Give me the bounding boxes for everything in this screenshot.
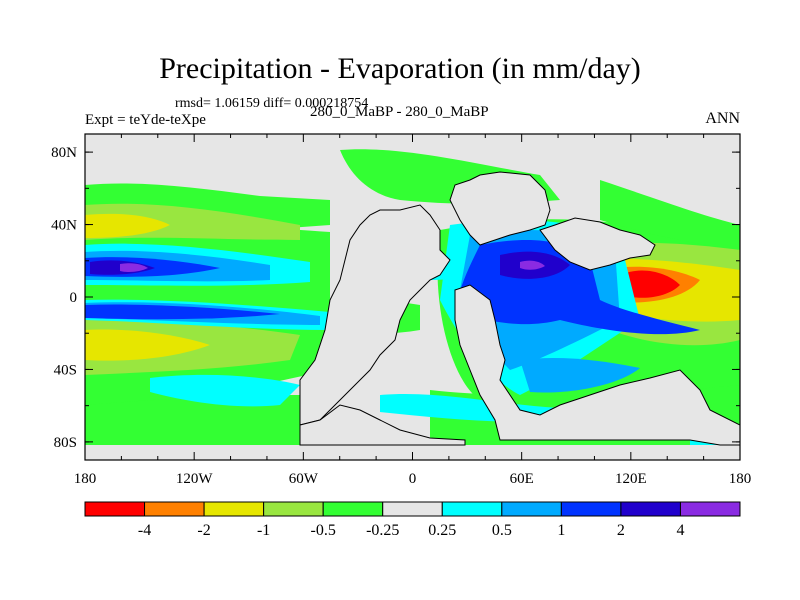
colorbar-label: -0.5 xyxy=(311,522,336,539)
colorbar-label: 0.5 xyxy=(492,522,512,539)
colorbar-swatch xyxy=(679,501,741,517)
y-axis: 80N 40N 0 40S 80S xyxy=(51,145,740,451)
plot-subtitle: 280_0_MaBP - 280_0_MaBP xyxy=(310,104,489,120)
land-americas xyxy=(299,204,451,426)
colorbar-swatch xyxy=(84,501,146,517)
colorbar-label: 0.25 xyxy=(428,522,456,539)
colorbar-label: 1 xyxy=(557,522,565,539)
y-tick-label: 80N xyxy=(51,145,77,161)
contour-green-south-pacific xyxy=(85,395,300,445)
x-tick-label: 180 xyxy=(729,471,752,487)
x-axis: 180 120W 60W 0 60E 120E 180 xyxy=(74,134,752,487)
plot-title: Precipitation - Evaporation (in mm/day) xyxy=(159,52,641,85)
colorbar-label: -4 xyxy=(138,522,151,539)
land-antarctica xyxy=(299,404,466,446)
colorbar-swatch xyxy=(560,501,622,517)
x-tick-label: 180 xyxy=(74,471,97,487)
x-tick-label: 0 xyxy=(409,471,417,487)
y-tick-label: 40N xyxy=(51,218,77,234)
colorbar-swatch xyxy=(203,501,265,517)
colorbar-swatch xyxy=(263,501,324,517)
season-label: ANN xyxy=(705,110,740,127)
x-tick-label: 60W xyxy=(289,471,319,487)
contour-lightblue-south-indian xyxy=(520,357,640,393)
colorbar-swatch xyxy=(382,501,443,517)
colorbar: -4 -2 -1 -0.5 -0.25 0.25 0.5 1 2 4 xyxy=(84,501,741,539)
colorbar-swatch xyxy=(501,501,562,517)
x-tick-label: 120W xyxy=(176,471,214,487)
experiment-label: Expt = teYde-teXpe xyxy=(85,112,206,128)
contour-green-pacific-east xyxy=(600,180,740,250)
y-tick-label: 80S xyxy=(54,435,77,451)
x-tick-label: 60E xyxy=(510,471,534,487)
land-africa xyxy=(454,284,740,446)
y-tick-label: 40S xyxy=(54,362,77,378)
land-eurasia xyxy=(539,217,656,271)
colorbar-label: 2 xyxy=(617,522,625,539)
contour-blue-south-tropics xyxy=(85,304,280,320)
land-north-america xyxy=(449,171,551,246)
colorbar-label: 4 xyxy=(676,522,684,539)
contour-purple-north-pacific xyxy=(120,263,148,272)
contour-purple-indian xyxy=(520,260,545,270)
map-field xyxy=(85,134,740,460)
colorbar-label: -1 xyxy=(257,522,270,539)
colorbar-label: -2 xyxy=(197,522,210,539)
x-tick-label: 120E xyxy=(615,471,647,487)
contour-yellow-north-pacific xyxy=(85,213,170,238)
y-tick-label: 0 xyxy=(70,290,78,306)
colorbar-swatch xyxy=(620,501,681,517)
stats-text: rmsd= 1.06159 diff= 0.000218754 xyxy=(175,96,369,111)
colorbar-swatch xyxy=(441,501,503,517)
contour-yellow-south-pacific xyxy=(85,329,210,361)
colorbar-label: -0.25 xyxy=(366,522,399,539)
contour-cyan-south-pacific xyxy=(150,374,300,407)
colorbar-swatch xyxy=(322,501,384,517)
colorbar-swatch xyxy=(144,501,205,517)
